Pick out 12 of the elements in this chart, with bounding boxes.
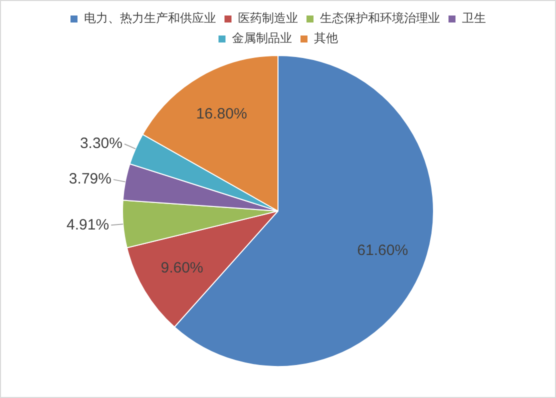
legend-label: 医药制造业 [238,11,298,26]
data-label: 3.30% [80,135,122,152]
legend-label: 卫生 [462,11,486,26]
data-label: 61.60% [357,242,408,260]
legend-label: 生态保护和环境治理业 [320,11,440,26]
data-label: 3.79% [68,170,112,188]
data-label: 16.80% [196,105,248,122]
legend-label: 金属制品业 [232,31,292,46]
legend-label: 其他 [314,31,338,46]
legend-label: 电力、热力生产和供应业 [84,11,216,26]
data-label: 9.60% [160,260,204,277]
data-label: 4.91% [66,216,110,234]
